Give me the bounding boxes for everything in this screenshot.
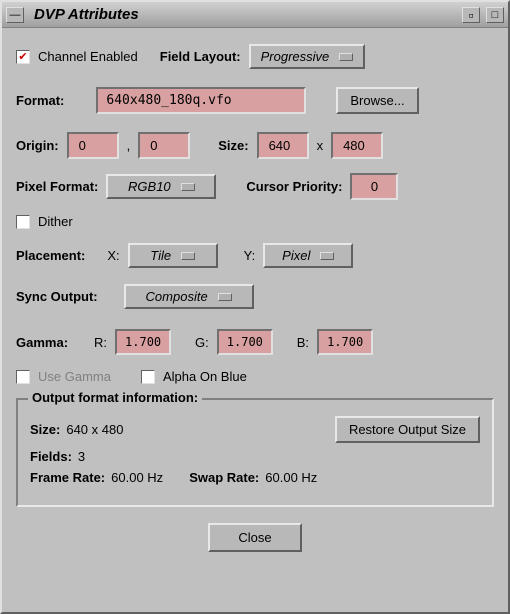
minimize-icon[interactable]: ▫ bbox=[462, 7, 480, 23]
use-gamma-label: Use Gamma bbox=[38, 369, 111, 384]
gamma-b-input[interactable]: 1.700 bbox=[317, 329, 373, 355]
size-h-input[interactable]: 480 bbox=[331, 132, 383, 159]
output-format-group: Output format information: Size: 640 x 4… bbox=[16, 398, 494, 507]
pixel-format-value: RGB10 bbox=[128, 179, 171, 194]
alpha-on-blue-checkbox[interactable] bbox=[141, 370, 155, 384]
info-fields-label: Fields: bbox=[30, 449, 72, 464]
size-separator: x bbox=[317, 138, 324, 153]
info-swaprate-value: 60.00 Hz bbox=[265, 470, 317, 485]
cursor-priority-input[interactable]: 0 bbox=[350, 173, 398, 200]
sync-output-dropdown[interactable]: Composite bbox=[124, 284, 254, 309]
field-layout-dropdown[interactable]: Progressive bbox=[249, 44, 366, 69]
gamma-r-label: R: bbox=[94, 335, 107, 350]
titlebar[interactable]: — DVP Attributes ▫ □ bbox=[2, 2, 508, 28]
close-button[interactable]: Close bbox=[208, 523, 301, 552]
origin-x-input[interactable]: 0 bbox=[67, 132, 119, 159]
size-label: Size: bbox=[218, 138, 248, 153]
info-size-value: 640 x 480 bbox=[66, 422, 123, 437]
placement-y-dropdown[interactable]: Pixel bbox=[263, 243, 353, 268]
origin-label: Origin: bbox=[16, 138, 59, 153]
menu-icon[interactable]: — bbox=[6, 7, 24, 23]
dvp-attributes-window: — DVP Attributes ▫ □ ✔ Channel Enabled F… bbox=[0, 0, 510, 614]
dropdown-knob-icon bbox=[181, 183, 195, 191]
placement-x-label: X: bbox=[107, 248, 119, 263]
field-layout-label: Field Layout: bbox=[160, 49, 241, 64]
placement-x-dropdown[interactable]: Tile bbox=[128, 243, 218, 268]
origin-y-input[interactable]: 0 bbox=[138, 132, 190, 159]
alpha-on-blue-label: Alpha On Blue bbox=[163, 369, 247, 384]
placement-label: Placement: bbox=[16, 248, 85, 263]
dropdown-knob-icon bbox=[181, 252, 195, 260]
sync-output-value: Composite bbox=[146, 289, 208, 304]
pixel-format-dropdown[interactable]: RGB10 bbox=[106, 174, 216, 199]
info-framerate-value: 60.00 Hz bbox=[111, 470, 163, 485]
pixel-format-label: Pixel Format: bbox=[16, 179, 98, 194]
placement-y-value: Pixel bbox=[282, 248, 310, 263]
dropdown-knob-icon bbox=[320, 252, 334, 260]
use-gamma-checkbox[interactable] bbox=[16, 370, 30, 384]
info-size-label: Size: bbox=[30, 422, 60, 437]
gamma-label: Gamma: bbox=[16, 335, 68, 350]
info-framerate-label: Frame Rate: bbox=[30, 470, 105, 485]
format-label: Format: bbox=[16, 93, 64, 108]
dropdown-knob-icon bbox=[339, 53, 353, 61]
channel-enabled-label: Channel Enabled bbox=[38, 49, 138, 64]
gamma-g-input[interactable]: 1.700 bbox=[217, 329, 273, 355]
info-swaprate-label: Swap Rate: bbox=[189, 470, 259, 485]
channel-enabled-checkbox[interactable]: ✔ bbox=[16, 50, 30, 64]
origin-separator: , bbox=[127, 138, 131, 153]
window-title: DVP Attributes bbox=[30, 6, 456, 23]
field-layout-value: Progressive bbox=[261, 49, 330, 64]
cursor-priority-label: Cursor Priority: bbox=[246, 179, 342, 194]
dither-checkbox[interactable] bbox=[16, 215, 30, 229]
dropdown-knob-icon bbox=[218, 293, 232, 301]
browse-button[interactable]: Browse... bbox=[336, 87, 418, 114]
output-format-title: Output format information: bbox=[28, 390, 202, 405]
content-area: ✔ Channel Enabled Field Layout: Progress… bbox=[2, 28, 508, 562]
gamma-r-input[interactable]: 1.700 bbox=[115, 329, 171, 355]
sync-output-label: Sync Output: bbox=[16, 289, 98, 304]
gamma-b-label: B: bbox=[297, 335, 309, 350]
format-input[interactable]: 640x480_180q.vfo bbox=[96, 87, 306, 114]
maximize-icon[interactable]: □ bbox=[486, 7, 504, 23]
placement-x-value: Tile bbox=[150, 248, 171, 263]
dither-label: Dither bbox=[38, 214, 73, 229]
restore-output-size-button[interactable]: Restore Output Size bbox=[335, 416, 480, 443]
size-w-input[interactable]: 640 bbox=[257, 132, 309, 159]
gamma-g-label: G: bbox=[195, 335, 209, 350]
info-fields-value: 3 bbox=[78, 449, 85, 464]
placement-y-label: Y: bbox=[244, 248, 256, 263]
